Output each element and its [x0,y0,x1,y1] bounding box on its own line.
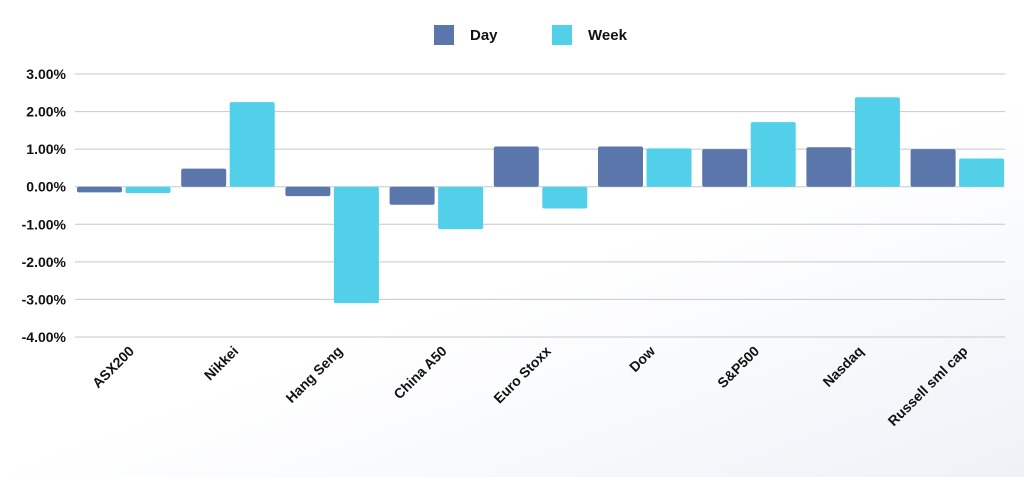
bar-day-russell-sml-cap [910,149,956,187]
x-tick-label: Nasdaq [819,343,866,390]
bars [77,97,1005,304]
x-tick-label: Russell sml cap [885,343,971,429]
x-tick-label: Dow [626,343,658,375]
legend-label-week: Week [588,27,628,44]
y-tick-label: 1.00% [26,141,66,157]
legend: Day Week [434,25,628,45]
x-axis-ticks: ASX200 Nikkei Hang Seng China A50 Euro Stoxx… [89,343,971,429]
bar-week-russell-sml-cap [959,158,1005,187]
bar-day-asx200 [77,186,122,193]
legend-swatch-day [434,25,454,45]
bar-week-euro-stoxx [542,186,588,209]
y-tick-label: -1.00% [22,216,67,232]
bar-week-nasdaq [854,97,900,187]
y-tick-label: 0.00% [26,179,66,195]
x-tick-label: China A50 [390,343,450,403]
bar-day-euro-stoxx [493,146,539,187]
y-tick-label: -4.00% [22,329,67,345]
bar-day-s-p500 [702,149,748,187]
bar-day-nasdaq [806,147,852,187]
x-tick-label: Hang Seng [283,343,346,406]
x-tick-label: S&P500 [714,343,762,391]
x-tick-label: Euro Stoxx [490,343,554,407]
x-tick-label: Nikkei [201,343,241,383]
y-tick-label: -2.00% [22,254,67,270]
y-tick-label: 3.00% [26,66,66,82]
legend-label-day: Day [470,27,498,44]
y-axis-ticks: 3.00% 2.00% 1.00% 0.00% -1.00% -2.00% -3.00% -4… [22,66,67,345]
bar-day-nikkei [181,168,227,187]
bar-week-hang-seng [333,186,379,304]
x-tick-label: ASX200 [89,343,137,391]
bar-week-nikkei [229,102,275,187]
bar-day-china-a50 [389,186,435,205]
bar-week-china-a50 [438,186,484,230]
legend-swatch-week [552,25,572,45]
bar-day-hang-seng [285,186,331,197]
bar-week-s-p500 [750,122,796,187]
bar-day-dow [598,146,643,187]
y-tick-label: 2.00% [26,104,66,120]
bar-week-asx200 [125,186,171,194]
y-tick-label: -3.00% [22,291,67,307]
bar-week-dow [646,148,692,187]
